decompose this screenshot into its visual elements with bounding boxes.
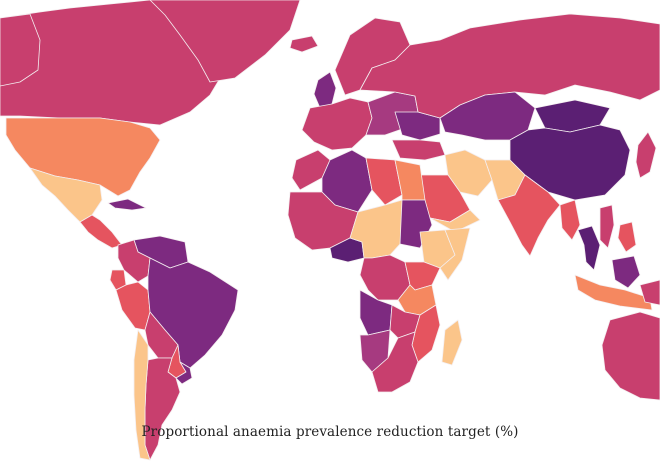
region-dr-congo [359, 254, 411, 301]
region-peru [115, 281, 151, 331]
region-uruguay [175, 361, 193, 385]
region-borneo [611, 255, 641, 289]
region-united-kingdom [313, 71, 337, 109]
region-vietnam [599, 204, 615, 249]
region-turkey [391, 139, 446, 161]
region-western-europe [301, 97, 373, 151]
region-philippines [617, 221, 637, 253]
region-south-africa [371, 331, 419, 393]
region-russia [359, 13, 660, 119]
region-myanmar [559, 199, 581, 241]
region-libya [365, 157, 403, 206]
region-madagascar [441, 319, 463, 366]
region-alaska [0, 13, 41, 87]
region-papua-new-guinea [639, 279, 660, 306]
region-india [497, 174, 561, 257]
region-greenland [149, 0, 301, 83]
region-somalia [439, 227, 471, 281]
map-legend-caption: Proportional anaemia prevalence reductio… [141, 424, 519, 440]
region-indonesia [574, 274, 653, 311]
region-brazil [147, 257, 239, 369]
region-central-america [79, 214, 123, 249]
region-cuba [107, 198, 147, 211]
region-japan [635, 131, 657, 179]
region-united-states [5, 117, 161, 197]
region-thailand [577, 225, 601, 271]
region-chile [133, 329, 151, 461]
region-australia [601, 311, 660, 401]
region-iceland [289, 35, 319, 53]
